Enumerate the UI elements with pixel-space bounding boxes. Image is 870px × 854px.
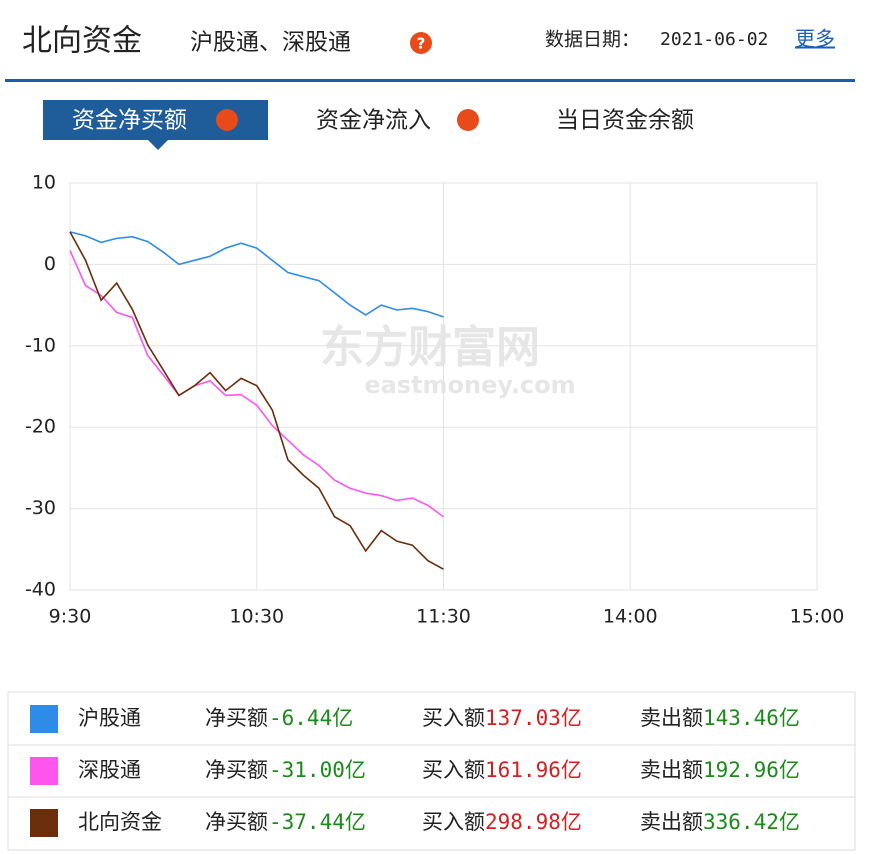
help-icon[interactable] [216,109,238,131]
title: 北向资金 [22,24,142,59]
x-tick-label: 9:30 [49,606,92,628]
header-rule [5,79,855,82]
cell-value: 143.46亿 [703,706,800,730]
cell-label: 卖出额 [640,758,703,782]
series-line [69,231,444,570]
legend-swatch [30,809,58,837]
cell-value: -6.44亿 [269,706,353,730]
cell-value: 298.98亿 [485,810,582,834]
subtitle: 沪股通、深股通 [190,30,351,56]
cell-label: 买入额 [422,810,485,834]
tab[interactable]: 资金净买额 [72,108,187,134]
help-mark: ? [417,35,426,53]
y-tick-label: -40 [25,579,56,601]
watermark: eastmoney.com [364,371,575,399]
x-tick-label: 11:30 [416,606,471,628]
cell-label: 卖出额 [640,810,703,834]
more-link[interactable]: 更多 [795,27,835,51]
y-tick-label: -10 [25,334,56,356]
tab-pointer [148,140,168,150]
cell-value: -31.00亿 [269,758,366,782]
legend-name: 深股通 [78,758,141,782]
cell-label: 净买额 [205,706,268,730]
y-tick-label: 0 [44,253,56,275]
legend-name: 沪股通 [78,706,141,730]
date: 2021-06-02 [660,29,768,50]
series-line [69,250,444,518]
y-tick-label: 10 [32,172,56,194]
y-tick-label: -20 [25,416,56,438]
cell-value: -37.44亿 [269,810,366,834]
table-frame [7,691,856,851]
help-icon[interactable] [457,109,479,131]
help-icon[interactable] [410,32,432,54]
cell-label: 买入额 [422,758,485,782]
cell-label: 买入额 [422,706,485,730]
y-tick-label: -30 [25,497,56,519]
cell-label: 卖出额 [640,706,703,730]
cell-value: 137.03亿 [485,706,582,730]
x-tick-label: 10:30 [229,606,284,628]
series-line [69,231,444,318]
cell-value: 161.96亿 [485,758,582,782]
watermark: 东方财富网 [320,322,540,373]
cell-value: 192.96亿 [703,758,800,782]
legend-name: 北向资金 [78,810,162,834]
cell-value: 336.42亿 [703,810,800,834]
legend-swatch [30,757,58,785]
cell-label: 净买额 [205,810,268,834]
tab[interactable]: 资金净流入 [316,108,431,134]
tab[interactable]: 当日资金余额 [556,108,694,134]
legend-swatch [30,705,58,733]
x-tick-label: 15:00 [790,606,845,628]
date-label: 数据日期： [545,29,640,51]
cell-label: 净买额 [205,758,268,782]
x-tick-label: 14:00 [603,606,658,628]
